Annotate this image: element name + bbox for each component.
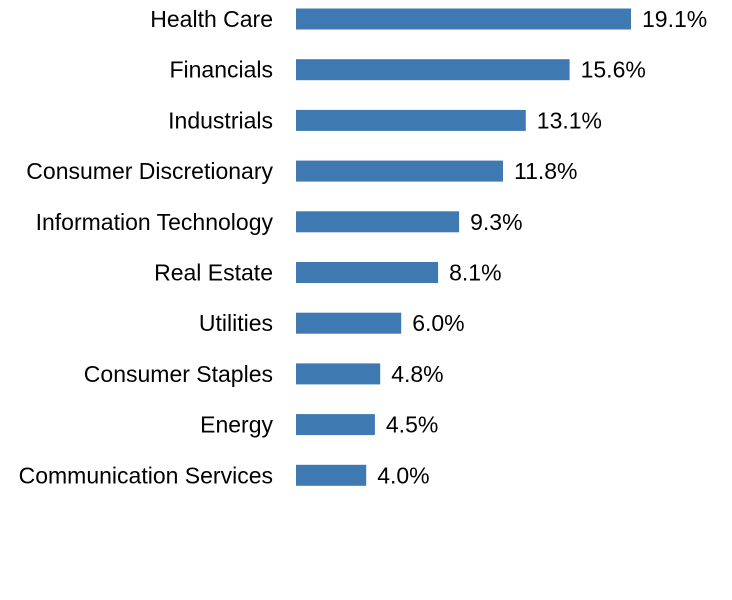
value-label: 6.0% (412, 310, 464, 336)
value-label: 15.6% (581, 57, 646, 83)
bar-communication-services (296, 464, 367, 486)
category-label: Utilities (199, 310, 273, 336)
value-labels-group: 19.1% 15.6% 13.1% 11.8% 9.3% 8.1% 6.0% 4.8% 4.5%… (377, 6, 707, 488)
bars-group (296, 8, 631, 486)
bar-consumer-discretionary (296, 160, 503, 182)
bar-information-technology (296, 211, 460, 233)
category-label: Energy (200, 412, 273, 438)
category-label: Communication Services (19, 462, 273, 488)
bar-real-estate (296, 262, 439, 283)
value-label: 4.8% (391, 361, 443, 387)
bar-utilities (296, 312, 402, 334)
value-label: 4.5% (386, 412, 438, 438)
category-label: Financials (169, 57, 273, 83)
category-label: Real Estate (154, 260, 273, 286)
category-label: Consumer Discretionary (26, 158, 273, 184)
value-label: 19.1% (642, 6, 707, 32)
category-labels-group: Health Care Financials Industrials Consumer… (19, 6, 274, 488)
category-label: Information Technology (36, 209, 274, 235)
value-label: 4.0% (377, 462, 429, 488)
value-label: 11.8% (514, 158, 578, 184)
bar-industrials (296, 109, 526, 131)
value-label: 9.3% (470, 209, 522, 235)
bar-financials (296, 59, 570, 81)
category-label: Consumer Staples (84, 361, 273, 387)
bar-health-care (296, 8, 631, 30)
value-label: 13.1% (537, 107, 602, 133)
category-label: Health Care (150, 6, 273, 32)
category-label: Industrials (168, 107, 273, 133)
value-label: 8.1% (449, 260, 501, 286)
bar-consumer-staples (296, 363, 381, 385)
bar-energy (296, 414, 375, 436)
